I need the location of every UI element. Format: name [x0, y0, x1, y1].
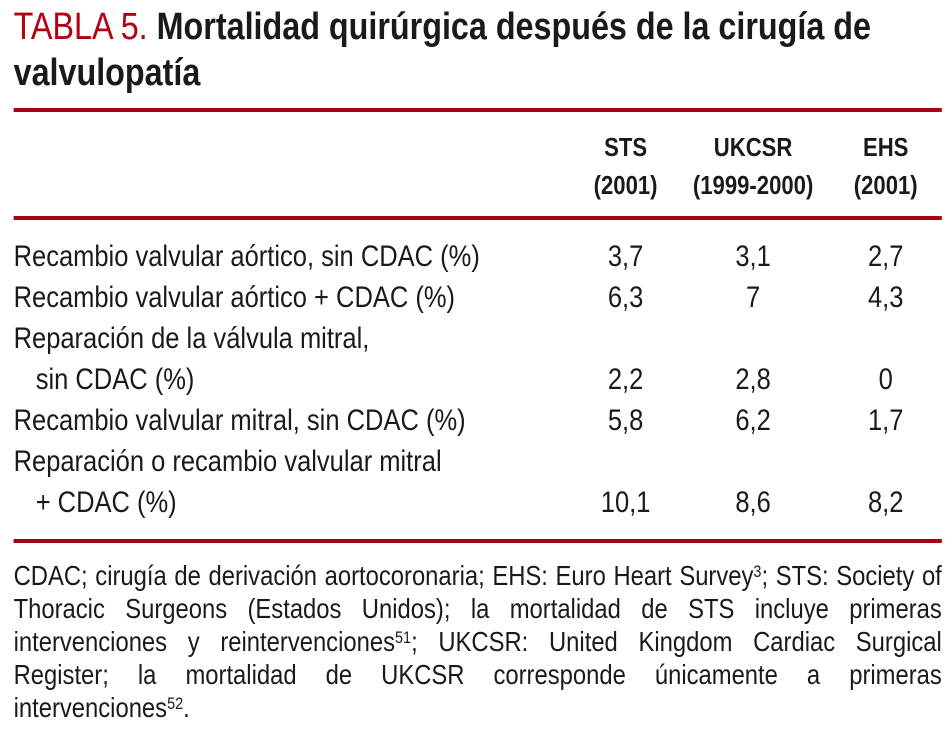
table-row: Recambio valvular aórtico, sin CDAC (%) … [14, 236, 942, 277]
value-cell-ukcsr: 6,2 [735, 404, 771, 437]
header-rule [13, 216, 942, 220]
title-rule [13, 108, 942, 112]
row-label: Recambio valvular aórtico + CDAC (%) [13, 281, 456, 314]
value-cell-sts: 5,8 [607, 404, 644, 437]
table-number-label: TABLA 5. [13, 6, 148, 48]
citation-ref-52: 52 [167, 694, 184, 714]
value-cell-ukcsr: 3,1 [735, 240, 771, 273]
column-header-sts: STS (2001) [575, 128, 677, 204]
footnote-text: ; UKCSR: United Kingdom Cardiac Surgical… [13, 626, 942, 723]
row-label: Reparación de la válvula mitral, [13, 322, 370, 355]
value-cell-sts: 10,1 [600, 486, 651, 519]
row-label-group: Reparación o recambio valvular mitral + … [14, 441, 575, 523]
value-cell-ehs: 1,7 [867, 404, 904, 437]
row-label: Reparación o recambio valvular mitral [13, 445, 442, 478]
column-name: STS [604, 132, 648, 162]
value-cell-ukcsr: 7 [746, 281, 761, 314]
content-wrapper: TABLA 5. Mortalidad quirúrgica después d… [0, 4, 952, 724]
row-label: Recambio valvular aórtico, sin CDAC (%) [13, 240, 480, 273]
value-cell-ehs: 4,3 [867, 281, 904, 314]
column-period: (1999-2000) [692, 170, 814, 200]
table-row: Reparación o recambio valvular mitral + … [14, 441, 942, 523]
table-header-row: STS (2001) UKCSR (1999-2000) EHS (2001) [14, 128, 942, 204]
table-body: Recambio valvular aórtico, sin CDAC (%) … [14, 236, 942, 523]
footnote-text: . [183, 692, 190, 723]
table-footnote: CDAC; cirugía de derivación aortocoronar… [14, 559, 942, 724]
footer-rule [13, 539, 942, 543]
header-spacer [14, 128, 575, 204]
value-cell-ehs: 0 [878, 363, 893, 396]
row-label-continuation: + CDAC (%) [35, 486, 177, 519]
citation-ref-51: 51 [394, 628, 412, 648]
row-label-group: Reparación de la válvula mitral, sin CDA… [14, 318, 575, 400]
row-label-continuation: sin CDAC (%) [35, 363, 195, 396]
value-cell-sts: 2,2 [607, 363, 644, 396]
column-period: (2001) [593, 170, 658, 200]
value-cell-ukcsr: 2,8 [735, 363, 771, 396]
column-header-ukcsr: UKCSR (1999-2000) [677, 128, 830, 204]
table-caption: Mortalidad quirúrgica después de la ciru… [13, 6, 871, 94]
table-row: Recambio valvular aórtico + CDAC (%) 6,3… [14, 277, 942, 318]
column-name: EHS [862, 132, 909, 162]
column-period: (2001) [853, 170, 918, 200]
column-name: UKCSR [713, 132, 793, 162]
value-cell-ehs: 2,7 [867, 240, 904, 273]
citation-ref-3: 3 [753, 562, 762, 582]
value-cell-sts: 3,7 [607, 240, 644, 273]
value-cell-ehs: 8,2 [867, 486, 904, 519]
footnote-text: CDAC; cirugía de derivación aortocoronar… [13, 560, 754, 591]
page-title: TABLA 5. Mortalidad quirúrgica después d… [14, 4, 942, 96]
table-row: Recambio valvular mitral, sin CDAC (%) 5… [14, 400, 942, 441]
value-cell-sts: 6,3 [607, 281, 644, 314]
row-label: Recambio valvular mitral, sin CDAC (%) [13, 404, 466, 437]
column-header-ehs: EHS (2001) [830, 128, 942, 204]
table-row: Reparación de la válvula mitral, sin CDA… [14, 318, 942, 400]
value-cell-ukcsr: 8,6 [735, 486, 771, 519]
footnote-text: ; STS: Society of Thoracic Surgeons (Est… [13, 560, 942, 657]
